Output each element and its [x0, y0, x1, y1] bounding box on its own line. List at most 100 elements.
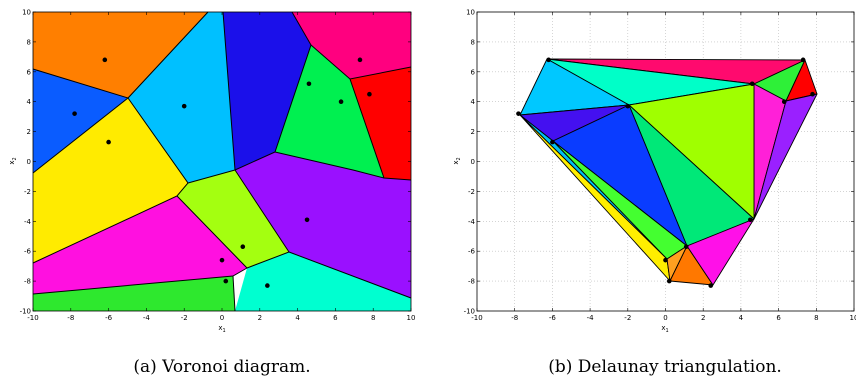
x-tick-label: 8	[371, 314, 375, 322]
voronoi-edge	[176, 169, 290, 269]
x-tick-label: 6	[333, 314, 338, 322]
x-tick-label: -8	[67, 314, 74, 322]
site-point	[357, 57, 363, 63]
x-axis-label: x1	[661, 324, 668, 334]
site-point	[666, 278, 672, 284]
voronoi-cell	[223, 12, 311, 170]
site-point	[338, 99, 344, 104]
y-tick-label: 6	[471, 68, 476, 76]
x-tick-label: -2	[624, 314, 631, 322]
voronoi-cell	[33, 276, 235, 311]
y-tick-label: -6	[24, 248, 32, 256]
site-point	[219, 257, 225, 263]
voronoi-edge	[234, 11, 312, 171]
voronoi-edges	[32, 11, 412, 312]
x-tick-label: 10	[407, 314, 416, 322]
site-point	[663, 257, 668, 263]
voronoi-edge	[32, 97, 189, 264]
site-point	[304, 217, 310, 223]
site-point	[810, 91, 815, 97]
x-axis-label: x1	[218, 324, 225, 334]
y-tick-label: 0	[471, 158, 475, 166]
site-point	[181, 103, 187, 109]
y-tick-label: -10	[464, 308, 475, 316]
site-point	[367, 91, 372, 97]
x-tick-label: 10	[850, 314, 856, 322]
y-tick-label: 4	[27, 98, 32, 106]
y-axis-label: x2	[8, 157, 18, 164]
site-point	[800, 57, 806, 63]
voronoi-edge	[288, 251, 412, 299]
site-point	[708, 283, 714, 288]
x-tick-label: -4	[587, 314, 595, 322]
voronoi-cell	[128, 12, 235, 183]
site-point	[102, 57, 108, 63]
y-axis-label: x2	[452, 157, 462, 164]
y-tick-label: -2	[468, 188, 475, 196]
y-tick-label: -2	[24, 188, 31, 196]
x-tick-label: -2	[181, 314, 188, 322]
voronoi-cell	[235, 152, 411, 298]
site-point	[106, 139, 111, 145]
site-point	[749, 81, 755, 87]
voronoi-cell	[275, 45, 384, 178]
site-point	[781, 99, 787, 104]
x-tick-label: 0	[220, 314, 224, 322]
voronoi-cell	[177, 170, 289, 268]
x-tick-label: -4	[143, 314, 151, 322]
site-point	[265, 283, 270, 288]
site-point	[240, 244, 246, 250]
voronoi-cell	[33, 12, 208, 98]
x-tick-label: -6	[549, 314, 557, 322]
y-tick-label: 8	[471, 38, 475, 46]
voronoi-edge	[32, 97, 129, 174]
y-tick-label: -10	[20, 308, 31, 316]
x-tick-label: 2	[701, 314, 705, 322]
voronoi-cell	[235, 252, 411, 311]
voronoi-edge	[274, 151, 385, 179]
site-point	[748, 217, 753, 223]
x-tick-label: -10	[471, 314, 482, 322]
y-tick-label: 10	[466, 9, 475, 17]
delaunay-triangles	[519, 58, 818, 286]
y-tick-label: -6	[468, 248, 476, 256]
site-point	[683, 244, 689, 250]
delaunay-triangle	[686, 218, 755, 286]
axis-ticks: -10 -8 -6 -4 -2 0 2 4 6 8 10 -10 -8 -6 -4 -2 0 2 4 6 8 10	[20, 9, 416, 323]
x-tick-label: 2	[258, 314, 262, 322]
y-tick-label: 2	[471, 128, 475, 136]
site-point	[306, 81, 312, 87]
site-point	[223, 278, 229, 284]
x-tick-label: -8	[511, 314, 518, 322]
y-tick-label: -4	[24, 218, 32, 226]
y-tick-label: 10	[22, 9, 31, 17]
x-tick-label: -10	[27, 314, 38, 322]
y-tick-label: 2	[27, 128, 31, 136]
site-points	[72, 57, 372, 288]
site-point	[546, 57, 551, 63]
delaunay-triangle	[753, 93, 818, 220]
axis-ticks: -10 -8 -6 -4 -2 0 2 4 6 8 10 -10 -8 -6 -4 -2 0 2 4 6 8 10	[464, 9, 856, 323]
y-tick-label: 6	[27, 68, 32, 76]
y-tick-label: -8	[468, 278, 475, 286]
x-tick-label: -6	[105, 314, 113, 322]
voronoi-cell	[350, 67, 411, 180]
voronoi-regions	[33, 12, 411, 311]
site-point	[550, 139, 555, 145]
site-point	[72, 111, 77, 116]
voronoi-edge	[232, 275, 236, 312]
y-tick-label: 0	[27, 158, 31, 166]
site-point	[516, 111, 521, 116]
panel-caption: (a) Voronoi diagram.	[133, 357, 310, 377]
voronoi-cell	[33, 196, 247, 294]
voronoi-cell	[33, 69, 128, 173]
x-tick-label: 4	[739, 314, 744, 322]
voronoi-cell	[33, 98, 188, 263]
x-tick-label: 4	[295, 314, 300, 322]
y-tick-label: -4	[468, 218, 476, 226]
voronoi-cell	[292, 12, 411, 79]
site-point	[625, 103, 631, 109]
